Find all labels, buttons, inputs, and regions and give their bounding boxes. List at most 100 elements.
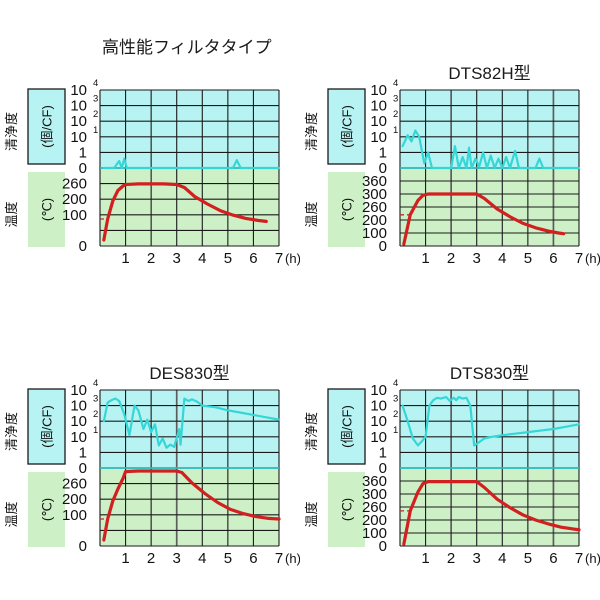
svg-text:4: 4 — [393, 78, 398, 89]
svg-text:3: 3 — [473, 250, 481, 267]
svg-text:0: 0 — [79, 538, 87, 555]
svg-text:4: 4 — [198, 550, 206, 567]
svg-text:3: 3 — [393, 94, 398, 105]
svg-text:7: 7 — [275, 250, 283, 267]
svg-text:200: 200 — [62, 191, 87, 208]
svg-text:1: 1 — [121, 250, 129, 267]
svg-text:5: 5 — [224, 250, 232, 267]
svg-text:2: 2 — [147, 250, 155, 267]
svg-text:1: 1 — [79, 444, 87, 461]
svg-text:100: 100 — [62, 207, 87, 224]
svg-text:温度: 温度 — [4, 501, 19, 527]
svg-text:100: 100 — [62, 507, 87, 524]
svg-text:10: 10 — [70, 129, 87, 146]
svg-text:6: 6 — [549, 550, 557, 567]
svg-text:1: 1 — [93, 425, 98, 436]
svg-text:清浄度: 清浄度 — [4, 112, 19, 151]
svg-text:1: 1 — [93, 125, 98, 136]
svg-text:10: 10 — [70, 429, 87, 446]
svg-text:2: 2 — [393, 409, 398, 420]
svg-text:DTS830型: DTS830型 — [450, 364, 529, 383]
svg-text:5: 5 — [224, 550, 232, 567]
svg-text:7: 7 — [575, 550, 583, 567]
svg-text:(個/CF): (個/CF) — [340, 405, 355, 448]
svg-text:2: 2 — [393, 109, 398, 120]
svg-text:(個/CF): (個/CF) — [340, 105, 355, 148]
svg-text:1: 1 — [79, 144, 87, 161]
svg-text:(h): (h) — [285, 551, 300, 566]
svg-text:2: 2 — [93, 409, 98, 420]
svg-text:1: 1 — [379, 444, 387, 461]
svg-text:(個/CF): (個/CF) — [40, 105, 55, 148]
svg-text:10: 10 — [370, 82, 387, 99]
svg-text:3: 3 — [173, 250, 181, 267]
svg-text:(℃): (℃) — [340, 198, 355, 221]
svg-text:10: 10 — [70, 382, 87, 399]
svg-text:2: 2 — [447, 250, 455, 267]
svg-text:3: 3 — [93, 94, 98, 105]
svg-text:260: 260 — [62, 176, 87, 193]
svg-text:0: 0 — [79, 238, 87, 255]
svg-text:10: 10 — [370, 413, 387, 430]
svg-text:10: 10 — [70, 398, 87, 415]
svg-text:4: 4 — [498, 550, 506, 567]
svg-text:0: 0 — [79, 160, 87, 177]
svg-text:1: 1 — [379, 144, 387, 161]
svg-text:3: 3 — [93, 394, 98, 405]
svg-text:(個/CF): (個/CF) — [40, 405, 55, 448]
svg-text:10: 10 — [370, 113, 387, 130]
svg-text:10: 10 — [370, 129, 387, 146]
svg-text:6: 6 — [249, 250, 257, 267]
svg-text:清浄度: 清浄度 — [304, 112, 319, 151]
svg-text:5: 5 — [524, 550, 532, 567]
svg-text:(℃): (℃) — [40, 498, 55, 521]
svg-text:高性能フィルタタイプ: 高性能フィルタタイプ — [102, 38, 272, 57]
svg-text:2: 2 — [93, 109, 98, 120]
svg-text:10: 10 — [70, 413, 87, 430]
svg-text:6: 6 — [249, 550, 257, 567]
svg-text:4: 4 — [498, 250, 506, 267]
svg-text:7: 7 — [575, 250, 583, 267]
svg-text:6: 6 — [549, 250, 557, 267]
svg-text:温度: 温度 — [304, 201, 319, 227]
svg-text:(h): (h) — [585, 551, 600, 566]
svg-text:10: 10 — [70, 98, 87, 115]
svg-text:10: 10 — [370, 382, 387, 399]
svg-text:0: 0 — [379, 238, 387, 255]
svg-text:清浄度: 清浄度 — [4, 412, 19, 451]
svg-text:10: 10 — [70, 82, 87, 99]
svg-text:4: 4 — [93, 378, 98, 389]
svg-text:2: 2 — [447, 550, 455, 567]
svg-text:(℃): (℃) — [340, 498, 355, 521]
svg-text:(h): (h) — [585, 251, 600, 266]
svg-text:1: 1 — [393, 425, 398, 436]
svg-text:10: 10 — [370, 398, 387, 415]
svg-text:2: 2 — [147, 550, 155, 567]
svg-text:260: 260 — [62, 476, 87, 493]
svg-text:0: 0 — [379, 538, 387, 555]
svg-text:4: 4 — [198, 250, 206, 267]
svg-text:0: 0 — [79, 460, 87, 477]
svg-text:温度: 温度 — [4, 201, 19, 227]
svg-text:200: 200 — [62, 491, 87, 508]
svg-text:1: 1 — [121, 550, 129, 567]
svg-text:DTS82H型: DTS82H型 — [448, 64, 530, 83]
svg-text:10: 10 — [70, 113, 87, 130]
svg-text:3: 3 — [473, 550, 481, 567]
svg-text:清浄度: 清浄度 — [304, 412, 319, 451]
svg-text:1: 1 — [421, 550, 429, 567]
svg-text:(h): (h) — [285, 251, 300, 266]
svg-text:7: 7 — [275, 550, 283, 567]
svg-text:1: 1 — [393, 125, 398, 136]
svg-text:3: 3 — [173, 550, 181, 567]
svg-text:10: 10 — [370, 98, 387, 115]
svg-text:5: 5 — [524, 250, 532, 267]
svg-text:DES830型: DES830型 — [149, 364, 229, 383]
svg-text:4: 4 — [393, 378, 398, 389]
svg-text:(℃): (℃) — [40, 198, 55, 221]
svg-text:1: 1 — [421, 250, 429, 267]
svg-text:3: 3 — [393, 394, 398, 405]
svg-text:10: 10 — [370, 429, 387, 446]
svg-text:4: 4 — [93, 78, 98, 89]
svg-text:温度: 温度 — [304, 501, 319, 527]
